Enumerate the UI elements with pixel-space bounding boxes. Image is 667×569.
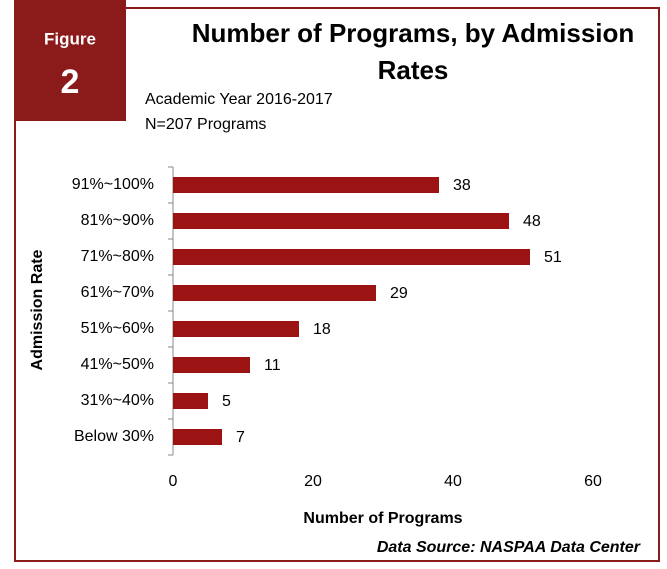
figure-number: 2 bbox=[61, 63, 80, 101]
figure-label: Figure bbox=[44, 29, 96, 48]
subtitle: N=207 Programs bbox=[145, 116, 266, 133]
y-tick-label: 91%~100% bbox=[72, 176, 154, 193]
data-label: 29 bbox=[390, 285, 408, 302]
y-tick-label: 61%~70% bbox=[81, 284, 154, 301]
bar bbox=[173, 249, 530, 265]
y-tick-label: Below 30% bbox=[74, 428, 154, 445]
bar bbox=[173, 285, 376, 301]
bar bbox=[173, 213, 509, 229]
data-label: 18 bbox=[313, 321, 331, 338]
bar bbox=[173, 429, 222, 445]
figure-box bbox=[14, 0, 126, 121]
data-label: 11 bbox=[264, 357, 281, 374]
y-tick-label: 41%~50% bbox=[81, 356, 154, 373]
frame bbox=[14, 7, 660, 562]
x-tick-label: 60 bbox=[584, 473, 602, 490]
bar bbox=[173, 393, 208, 409]
y-axis-label: Admission Rate bbox=[29, 249, 46, 370]
bar bbox=[173, 357, 250, 373]
subtitle: Academic Year 2016-2017 bbox=[145, 91, 333, 108]
bar bbox=[173, 321, 299, 337]
source: Data Source: NASPAA Data Center bbox=[377, 539, 641, 556]
y-tick-label: 51%~60% bbox=[81, 320, 154, 337]
bar bbox=[173, 177, 439, 193]
x-tick-label: 40 bbox=[444, 473, 462, 490]
x-tick-label: 0 bbox=[169, 473, 178, 490]
data-label: 38 bbox=[453, 177, 471, 194]
x-tick-label: 20 bbox=[304, 473, 322, 490]
y-tick-label: 31%~40% bbox=[81, 392, 154, 409]
data-label: 48 bbox=[523, 213, 541, 230]
chart-title: Number of Programs, by Admission Rates bbox=[192, 18, 635, 85]
y-tick-label: 71%~80% bbox=[81, 248, 154, 265]
y-tick-label: 81%~90% bbox=[81, 212, 154, 229]
data-label: 51 bbox=[544, 249, 562, 266]
data-label: 5 bbox=[222, 393, 231, 410]
x-axis-label: Number of Programs bbox=[303, 510, 462, 527]
data-label: 7 bbox=[236, 429, 245, 446]
